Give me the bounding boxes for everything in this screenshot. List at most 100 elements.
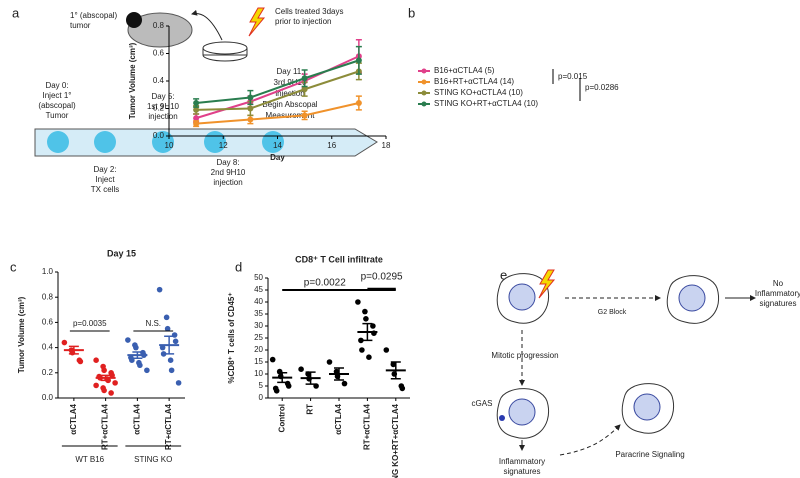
point <box>61 339 68 346</box>
x-tick-label: αCTLA4 <box>132 403 141 434</box>
error-bar <box>68 345 79 355</box>
point <box>133 344 139 351</box>
x-tick-label: 10 <box>165 141 174 150</box>
y-tick-label: 0.6 <box>153 49 165 58</box>
label: signatures <box>504 467 541 476</box>
label: Day 8: <box>216 158 239 167</box>
y-tick-label: 30 <box>254 321 263 330</box>
x-tick-label: αCTLA4 <box>334 403 343 434</box>
y-tick-label: 0.2 <box>42 368 54 377</box>
point <box>144 367 150 374</box>
point <box>273 388 280 394</box>
label: 2nd 9H10 <box>211 168 246 177</box>
error-bar <box>132 351 143 360</box>
point <box>301 112 308 119</box>
point <box>193 115 200 122</box>
annotation: N.S. <box>145 319 161 328</box>
cgas-dot <box>499 415 505 421</box>
point <box>301 75 308 82</box>
series-line <box>196 70 360 111</box>
legend-marker <box>421 79 427 85</box>
label: Mitotic progression <box>491 351 558 360</box>
annotation: p=0.0286 <box>585 83 619 92</box>
point <box>108 390 114 396</box>
group-label: WT B16 <box>75 455 104 464</box>
point <box>269 356 276 363</box>
mouse <box>127 12 193 48</box>
y-tick-label: 0.0 <box>42 393 54 402</box>
label: TX cells <box>91 185 119 194</box>
label: No <box>773 279 784 288</box>
point <box>172 338 179 345</box>
point <box>175 380 182 386</box>
point <box>193 120 200 127</box>
label: Paracrine Signaling <box>615 450 684 459</box>
y-tick-label: 0.4 <box>42 343 54 352</box>
annotation: p=0.0035 <box>73 319 107 328</box>
x-tick-label: RT+αCTLA4 <box>363 403 372 450</box>
y-tick-label: 0.2 <box>153 104 165 113</box>
point <box>285 383 292 389</box>
y-axis-label: %CD8⁺ T cells of CD45⁺ <box>227 292 236 383</box>
point <box>363 316 369 322</box>
y-tick-label: 45 <box>254 285 263 294</box>
timepoints <box>47 131 284 153</box>
label: 1° (abscopal) <box>70 11 118 20</box>
nucleus <box>508 398 536 426</box>
point <box>160 351 167 357</box>
y-axis-label: Tumor Volume (cm³) <box>17 296 26 373</box>
y-tick-label: 0.6 <box>42 318 54 327</box>
point <box>109 372 115 379</box>
annotation: p=0.0022 <box>304 278 346 289</box>
nucleus <box>633 393 661 421</box>
y-tick-label: 0.8 <box>42 292 54 301</box>
chart-title: Day 15 <box>107 248 136 258</box>
arrow <box>559 424 621 456</box>
point <box>112 380 118 386</box>
point <box>390 361 397 368</box>
y-axis-label: Tumor Volume (cm³) <box>128 42 137 119</box>
label: Inject <box>95 175 115 184</box>
error-bar <box>277 372 288 384</box>
label: injection <box>148 112 177 121</box>
point <box>167 357 174 364</box>
x-tick-label: αCTLA4 <box>69 403 78 434</box>
label: cGAS <box>472 399 493 408</box>
point <box>193 100 200 106</box>
point <box>137 362 143 369</box>
x-tick-label: Control <box>277 404 286 432</box>
point <box>93 357 99 364</box>
point <box>362 308 368 315</box>
point <box>163 314 170 321</box>
label: Inject 1° <box>43 91 72 100</box>
legend-marker <box>421 68 427 74</box>
error-bar <box>334 367 344 381</box>
nucleus <box>678 284 706 312</box>
point <box>156 286 163 293</box>
label: Tumor <box>46 111 69 120</box>
panel-label: e <box>500 267 507 282</box>
nucleus <box>508 283 536 311</box>
panel-label: b <box>408 5 415 20</box>
panel-label: c <box>10 259 17 274</box>
legend-label: STING KO+αCTLA4 (10) <box>434 88 523 97</box>
point <box>247 116 254 123</box>
error-bar <box>100 374 111 382</box>
y-tick-label: 40 <box>254 297 263 306</box>
label: Inflammatory <box>499 457 545 466</box>
point <box>125 337 131 343</box>
point <box>101 367 107 374</box>
y-tick-label: 25 <box>254 333 263 342</box>
error-bar <box>305 371 316 385</box>
error-bar <box>390 361 401 380</box>
arrow <box>191 9 223 41</box>
legend-label: B16+αCTLA4 (5) <box>434 66 495 75</box>
point <box>383 347 390 353</box>
point <box>247 105 254 112</box>
series-line <box>196 59 360 104</box>
point <box>193 106 200 113</box>
point <box>359 347 365 353</box>
dish-top <box>202 41 248 55</box>
point <box>168 367 175 374</box>
legend-label: B16+RT+αCTLA4 (14) <box>434 77 514 86</box>
